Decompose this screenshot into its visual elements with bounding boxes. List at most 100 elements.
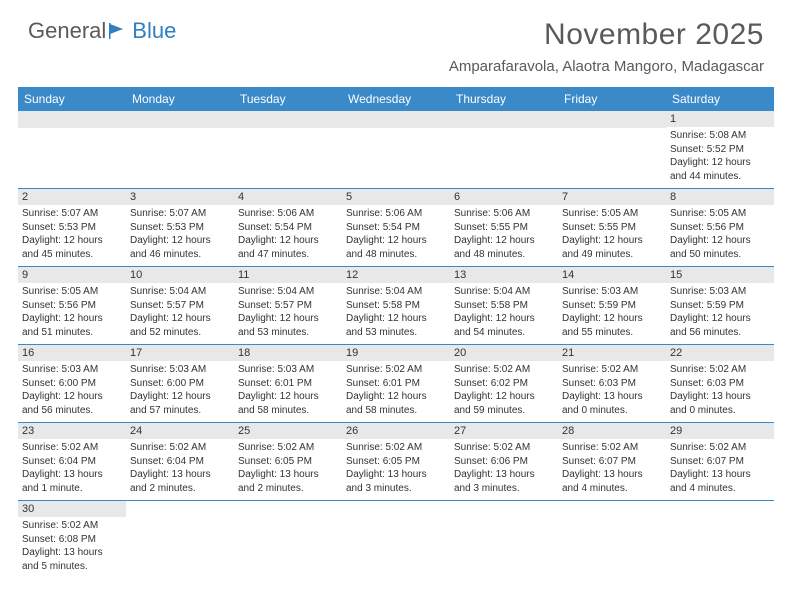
logo-text-1: General <box>28 18 106 44</box>
daylight-line: Daylight: 12 hours and 58 minutes. <box>238 390 338 417</box>
sunrise-line: Sunrise: 5:07 AM <box>130 207 230 221</box>
calendar-cell: 29Sunrise: 5:02 AMSunset: 6:07 PMDayligh… <box>666 423 774 501</box>
logo-text-2: Blue <box>132 18 176 44</box>
calendar-cell: 25Sunrise: 5:02 AMSunset: 6:05 PMDayligh… <box>234 423 342 501</box>
sunrise-line: Sunrise: 5:03 AM <box>670 285 770 299</box>
sunset-line: Sunset: 6:00 PM <box>22 377 122 391</box>
calendar-cell <box>558 501 666 579</box>
day-number-empty <box>18 111 126 128</box>
day-body: Sunrise: 5:04 AMSunset: 5:57 PMDaylight:… <box>126 283 234 343</box>
week-row: 16Sunrise: 5:03 AMSunset: 6:00 PMDayligh… <box>18 345 774 423</box>
sunrise-line: Sunrise: 5:02 AM <box>562 441 662 455</box>
calendar-cell: 15Sunrise: 5:03 AMSunset: 5:59 PMDayligh… <box>666 267 774 345</box>
sunset-line: Sunset: 6:06 PM <box>454 455 554 469</box>
sunrise-line: Sunrise: 5:05 AM <box>22 285 122 299</box>
day-number: 3 <box>126 189 234 205</box>
day-number: 5 <box>342 189 450 205</box>
day-number: 10 <box>126 267 234 283</box>
dow-saturday: Saturday <box>666 87 774 111</box>
dow-sunday: Sunday <box>18 87 126 111</box>
day-number: 29 <box>666 423 774 439</box>
daylight-line: Daylight: 13 hours and 0 minutes. <box>562 390 662 417</box>
sunrise-line: Sunrise: 5:04 AM <box>238 285 338 299</box>
sunset-line: Sunset: 5:52 PM <box>670 143 770 157</box>
day-number: 7 <box>558 189 666 205</box>
calendar-cell: 9 Sunrise: 5:05 AMSunset: 5:56 PMDaylight… <box>18 267 126 345</box>
sunset-line: Sunset: 5:53 PM <box>130 221 230 235</box>
week-row: 2Sunrise: 5:07 AMSunset: 5:53 PMDaylight… <box>18 189 774 267</box>
daylight-line: Daylight: 12 hours and 47 minutes. <box>238 234 338 261</box>
sunrise-line: Sunrise: 5:06 AM <box>454 207 554 221</box>
daylight-line: Daylight: 12 hours and 56 minutes. <box>670 312 770 339</box>
sunset-line: Sunset: 5:57 PM <box>130 299 230 313</box>
calendar-body: 1Sunrise: 5:08 AMSunset: 5:52 PMDaylight… <box>18 111 774 579</box>
day-body: Sunrise: 5:02 AMSunset: 6:03 PMDaylight:… <box>666 361 774 421</box>
sunrise-line: Sunrise: 5:02 AM <box>670 363 770 377</box>
sunset-line: Sunset: 5:58 PM <box>454 299 554 313</box>
daylight-line: Daylight: 12 hours and 51 minutes. <box>22 312 122 339</box>
day-number: 14 <box>558 267 666 283</box>
day-body: Sunrise: 5:08 AMSunset: 5:52 PMDaylight:… <box>666 127 774 187</box>
calendar-cell: 2Sunrise: 5:07 AMSunset: 5:53 PMDaylight… <box>18 189 126 267</box>
calendar-cell: 11Sunrise: 5:04 AMSunset: 5:57 PMDayligh… <box>234 267 342 345</box>
sunset-line: Sunset: 5:55 PM <box>562 221 662 235</box>
day-body: Sunrise: 5:06 AMSunset: 5:55 PMDaylight:… <box>450 205 558 265</box>
day-number: 27 <box>450 423 558 439</box>
day-number: 26 <box>342 423 450 439</box>
daylight-line: Daylight: 12 hours and 48 minutes. <box>454 234 554 261</box>
calendar-cell <box>234 111 342 189</box>
calendar-cell: 13Sunrise: 5:04 AMSunset: 5:58 PMDayligh… <box>450 267 558 345</box>
day-number: 8 <box>666 189 774 205</box>
sunrise-line: Sunrise: 5:08 AM <box>670 129 770 143</box>
day-body: Sunrise: 5:03 AMSunset: 6:00 PMDaylight:… <box>18 361 126 421</box>
dow-header-row: SundayMondayTuesdayWednesdayThursdayFrid… <box>18 87 774 111</box>
calendar-cell: 30Sunrise: 5:02 AMSunset: 6:08 PMDayligh… <box>18 501 126 579</box>
day-body: Sunrise: 5:02 AMSunset: 6:05 PMDaylight:… <box>342 439 450 499</box>
day-number: 16 <box>18 345 126 361</box>
day-number: 9 <box>18 267 126 283</box>
day-number-empty <box>450 111 558 128</box>
sunrise-line: Sunrise: 5:05 AM <box>562 207 662 221</box>
day-body: Sunrise: 5:03 AMSunset: 5:59 PMDaylight:… <box>666 283 774 343</box>
sunset-line: Sunset: 5:55 PM <box>454 221 554 235</box>
sunset-line: Sunset: 6:05 PM <box>346 455 446 469</box>
day-body: Sunrise: 5:04 AMSunset: 5:57 PMDaylight:… <box>234 283 342 343</box>
sunset-line: Sunset: 6:03 PM <box>562 377 662 391</box>
daylight-line: Daylight: 13 hours and 5 minutes. <box>22 546 122 573</box>
calendar-cell <box>342 111 450 189</box>
sunrise-line: Sunrise: 5:03 AM <box>562 285 662 299</box>
day-number: 6 <box>450 189 558 205</box>
day-number: 15 <box>666 267 774 283</box>
sunrise-line: Sunrise: 5:04 AM <box>346 285 446 299</box>
calendar-cell <box>234 501 342 579</box>
sunset-line: Sunset: 6:07 PM <box>562 455 662 469</box>
calendar-cell <box>126 111 234 189</box>
daylight-line: Daylight: 12 hours and 58 minutes. <box>346 390 446 417</box>
daylight-line: Daylight: 12 hours and 56 minutes. <box>22 390 122 417</box>
sunset-line: Sunset: 5:56 PM <box>22 299 122 313</box>
calendar-cell: 23Sunrise: 5:02 AMSunset: 6:04 PMDayligh… <box>18 423 126 501</box>
calendar-cell: 8Sunrise: 5:05 AMSunset: 5:56 PMDaylight… <box>666 189 774 267</box>
week-row: 1Sunrise: 5:08 AMSunset: 5:52 PMDaylight… <box>18 111 774 189</box>
dow-wednesday: Wednesday <box>342 87 450 111</box>
daylight-line: Daylight: 12 hours and 52 minutes. <box>130 312 230 339</box>
sunset-line: Sunset: 6:01 PM <box>346 377 446 391</box>
day-number-empty <box>342 111 450 128</box>
day-number: 30 <box>18 501 126 517</box>
day-number: 28 <box>558 423 666 439</box>
day-number-empty <box>234 111 342 128</box>
calendar-cell: 14Sunrise: 5:03 AMSunset: 5:59 PMDayligh… <box>558 267 666 345</box>
calendar-cell: 6Sunrise: 5:06 AMSunset: 5:55 PMDaylight… <box>450 189 558 267</box>
calendar-cell: 16Sunrise: 5:03 AMSunset: 6:00 PMDayligh… <box>18 345 126 423</box>
calendar-cell: 28Sunrise: 5:02 AMSunset: 6:07 PMDayligh… <box>558 423 666 501</box>
day-number: 24 <box>126 423 234 439</box>
daylight-line: Daylight: 13 hours and 3 minutes. <box>454 468 554 495</box>
sunrise-line: Sunrise: 5:03 AM <box>238 363 338 377</box>
sunset-line: Sunset: 5:57 PM <box>238 299 338 313</box>
day-body: Sunrise: 5:02 AMSunset: 6:03 PMDaylight:… <box>558 361 666 421</box>
sunrise-line: Sunrise: 5:02 AM <box>670 441 770 455</box>
dow-monday: Monday <box>126 87 234 111</box>
daylight-line: Daylight: 12 hours and 59 minutes. <box>454 390 554 417</box>
daylight-line: Daylight: 13 hours and 1 minute. <box>22 468 122 495</box>
day-body: Sunrise: 5:04 AMSunset: 5:58 PMDaylight:… <box>342 283 450 343</box>
